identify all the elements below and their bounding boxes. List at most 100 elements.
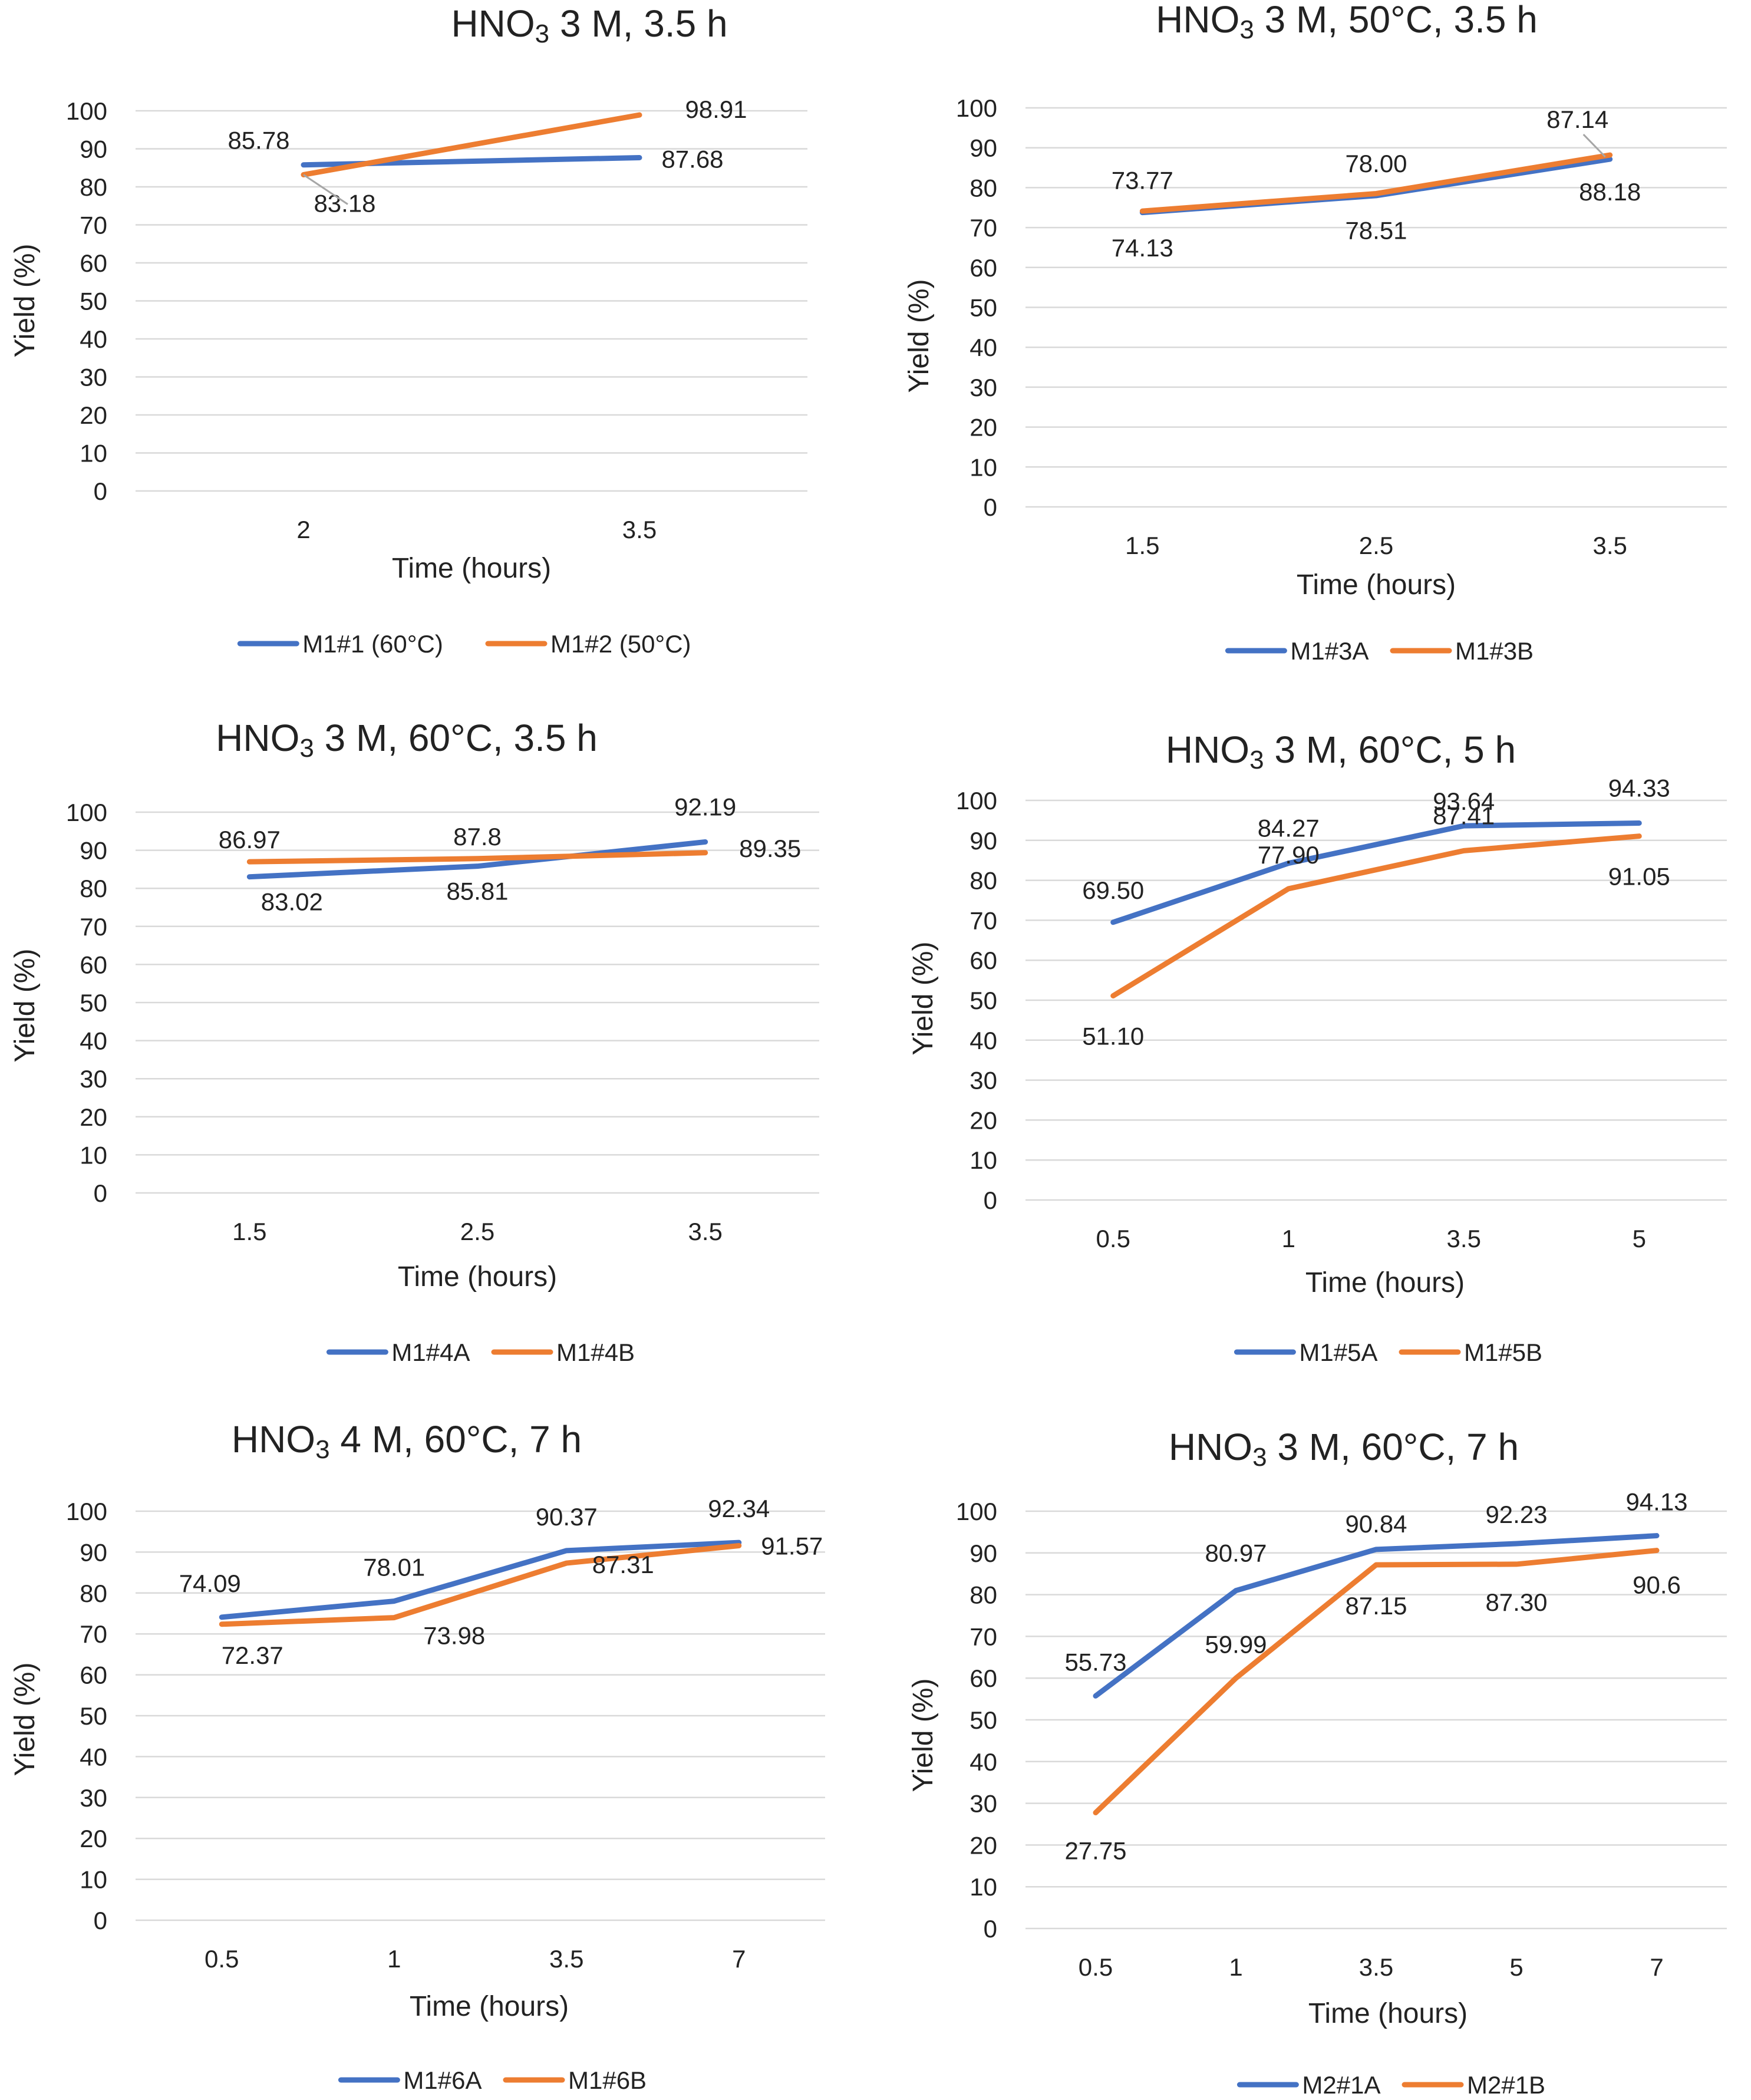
- y-axis-label: Yield (%): [908, 1679, 939, 1792]
- data-label: 90.37: [536, 1503, 598, 1531]
- y-axis-label: Yield (%): [9, 244, 41, 358]
- series-line-M1#4A: [246, 839, 708, 880]
- y-tick-label: 0: [94, 477, 107, 505]
- data-label: 74.13: [1112, 234, 1173, 262]
- y-tick-label: 70: [80, 913, 107, 941]
- chart-svg-1: HNO3 3 M, 3.5 h 0 10 20 30 40 50 60 70 80 90 100 2 3.…: [9, 2, 807, 658]
- y-tick-label: 50: [80, 1702, 107, 1730]
- y-tick-label: 0: [984, 493, 997, 521]
- y-tick-label: 70: [970, 214, 997, 242]
- y-tick-label: 90: [970, 134, 997, 162]
- y-tick-label: 40: [970, 334, 997, 361]
- x-tick-label: 3.5: [688, 1218, 722, 1245]
- data-label: 88.18: [1579, 178, 1641, 206]
- data-label: 74.09: [179, 1570, 241, 1597]
- data-label: 78.51: [1345, 216, 1407, 244]
- y-tick-label: 70: [970, 906, 997, 934]
- x-tick-label: 3.5: [1592, 532, 1627, 559]
- data-label: 69.50: [1082, 876, 1144, 904]
- chart-title: HNO3 3 M, 3.5 h: [451, 2, 727, 48]
- y-tick-label: 100: [66, 1498, 107, 1525]
- x-tick-label: 7: [1650, 1953, 1663, 1981]
- x-axis-label: Time (hours): [1297, 569, 1456, 601]
- data-label: 87.68: [661, 145, 723, 173]
- data-label: 73.98: [423, 1622, 485, 1650]
- y-tick-label: 80: [970, 867, 997, 895]
- x-tick-label: 1.5: [232, 1218, 266, 1245]
- chart-svg-6: HNO3 3 M, 60°C, 7 h010203040506070809010…: [908, 1426, 1727, 2099]
- y-tick-label: 20: [80, 1825, 107, 1852]
- y-axis-label: Yield (%): [9, 949, 41, 1063]
- y-tick-label: 80: [80, 173, 107, 201]
- chart-svg-4: HNO3 3 M, 60°C, 5 h010203040506070809010…: [908, 728, 1727, 1366]
- legend-item-M1#1 (60°C): M1#1 (60°C): [237, 630, 443, 658]
- legend-label: M1#5B: [1464, 1339, 1542, 1366]
- y-tick-label: 40: [80, 1743, 107, 1771]
- data-label: 98.91: [685, 95, 747, 123]
- y-tick-label: 20: [80, 1103, 107, 1131]
- x-tick-label: 1.5: [1125, 532, 1159, 559]
- data-label: 94.33: [1608, 774, 1670, 802]
- y-tick-label: 10: [970, 1146, 997, 1174]
- y-tick-label: 80: [80, 1580, 107, 1607]
- x-tick-label: 1: [387, 1945, 401, 1973]
- x-tick-label: 3.5: [1359, 1953, 1393, 1981]
- data-label: 90.6: [1633, 1571, 1681, 1599]
- data-label: 72.37: [222, 1641, 283, 1669]
- x-tick-label: 7: [732, 1945, 746, 1973]
- y-tick-label: 20: [80, 401, 107, 429]
- x-tick-label: 3.5: [622, 516, 657, 543]
- series-line-M1#3B: [1139, 152, 1613, 214]
- x-tick-label: 0.5: [205, 1945, 239, 1973]
- x-tick-label: 3.5: [1447, 1225, 1481, 1252]
- legend-label: M1#6B: [568, 2066, 647, 2094]
- x-tick-label: 0.5: [1079, 1953, 1113, 1981]
- data-label: 55.73: [1064, 1648, 1126, 1676]
- data-label: 80.97: [1205, 1539, 1267, 1567]
- y-tick-label: 50: [970, 987, 997, 1014]
- chart-panel-6: HNO3 3 M, 60°C, 7 h 0 10 20 30 40 50 60 70 80 90 10…: [875, 1398, 1750, 2099]
- data-label: 77.90: [1258, 841, 1320, 869]
- y-tick-label: 90: [970, 1539, 997, 1567]
- x-axis-label: Time (hours): [1305, 1267, 1465, 1298]
- data-label: 94.13: [1625, 1488, 1687, 1516]
- data-label: 87.41: [1433, 802, 1495, 829]
- y-tick-label: 30: [80, 1784, 107, 1812]
- y-tick-label: 0: [984, 1186, 997, 1214]
- series-line-M1#4B: [246, 850, 708, 865]
- y-tick-label: 10: [970, 453, 997, 481]
- legend-item-M1#3B: M1#3B: [1390, 637, 1534, 665]
- data-label: 59.99: [1205, 1630, 1267, 1658]
- y-tick-label: 90: [80, 837, 107, 865]
- label-leader-line: [303, 174, 348, 205]
- data-label: 86.97: [219, 826, 281, 853]
- x-tick-label: 2.5: [460, 1218, 494, 1245]
- x-axis-label: Time (hours): [398, 1261, 557, 1293]
- data-label: 85.78: [227, 127, 289, 154]
- data-label: 90.84: [1345, 1510, 1407, 1538]
- legend-label: M1#3B: [1455, 637, 1534, 665]
- legend-item-M2#1B: M2#1B: [1402, 2071, 1545, 2099]
- data-label: 27.75: [1064, 1837, 1126, 1865]
- data-label: 87.15: [1345, 1592, 1407, 1620]
- y-tick-label: 30: [970, 374, 997, 401]
- y-tick-label: 20: [970, 1106, 997, 1134]
- x-tick-label: 2.5: [1359, 532, 1393, 559]
- y-axis-label: Yield (%): [9, 1663, 41, 1776]
- y-axis-label: Yield (%): [908, 942, 939, 1056]
- x-tick-label: 5: [1509, 1953, 1523, 1981]
- y-tick-label: 40: [970, 1027, 997, 1054]
- y-tick-label: 0: [94, 1179, 107, 1207]
- y-tick-label: 50: [80, 288, 107, 315]
- y-tick-label: 30: [970, 1067, 997, 1094]
- x-tick-label: 5: [1633, 1225, 1646, 1252]
- legend-label: M1#6A: [403, 2066, 482, 2094]
- y-tick-label: 0: [984, 1915, 997, 1943]
- data-label: 78.01: [363, 1554, 425, 1581]
- data-label: 92.23: [1485, 1501, 1547, 1528]
- y-tick-label: 100: [956, 1498, 997, 1525]
- data-label: 93.64: [1433, 787, 1495, 815]
- legend-label: M2#1A: [1302, 2071, 1380, 2097]
- x-tick-label: 1: [1229, 1953, 1242, 1981]
- y-tick-label: 60: [80, 249, 107, 277]
